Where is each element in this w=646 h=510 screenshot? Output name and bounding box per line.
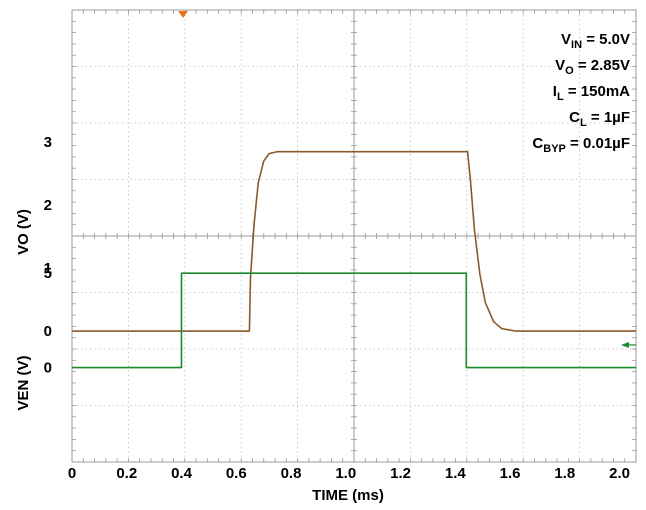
ven-axis-label: VEN (V) bbox=[15, 355, 32, 410]
vo-axis-label: VO (V) bbox=[15, 209, 32, 255]
y-tick-label: 1 bbox=[44, 260, 52, 277]
y-tick-label: 3 bbox=[44, 134, 52, 151]
x-tick-label: 0.6 bbox=[226, 465, 247, 482]
ground-marker-icon bbox=[621, 341, 629, 348]
x-axis-label: TIME (ms) bbox=[312, 487, 384, 504]
traces bbox=[72, 11, 636, 369]
annotation-label: VO = 2.85V bbox=[555, 57, 630, 77]
x-tick-label: 0 bbox=[68, 465, 76, 482]
annotations: VIN = 5.0V VO = 2.85V IL = 150mA CL = 1µF CB… bbox=[532, 31, 630, 155]
y-tick-label: 5 bbox=[44, 265, 52, 282]
x-tick-label: 1.6 bbox=[500, 465, 521, 482]
x-tick-label: 1.8 bbox=[554, 465, 575, 482]
plot-border bbox=[71, 9, 637, 463]
annotation-label: CBYP = 0.01µF bbox=[532, 135, 630, 155]
annotation-label: VIN = 5.0V bbox=[561, 31, 630, 51]
axes: 0 0.2 0.4 0.6 0.8 1.0 1.2 1.4 1.6 1.8 2.0 TIME (ms)… bbox=[15, 134, 630, 504]
x-tick-label: 0.8 bbox=[281, 465, 302, 482]
x-tick-label: 1.4 bbox=[445, 465, 467, 482]
x-tick-label: 1.0 bbox=[335, 465, 356, 482]
y-tick-label: 2 bbox=[44, 197, 52, 214]
annotation-label: IL = 150mA bbox=[553, 83, 630, 103]
grid bbox=[71, 9, 637, 463]
x-tick-label: 2.0 bbox=[609, 465, 630, 482]
x-tick-label: 0.2 bbox=[116, 465, 137, 482]
y-tick-label: 0 bbox=[44, 360, 52, 377]
trigger-marker-icon bbox=[178, 11, 188, 18]
x-tick-label: 0.4 bbox=[171, 465, 193, 482]
ven-trace bbox=[72, 272, 636, 369]
x-tick-label: 1.2 bbox=[390, 465, 411, 482]
y-tick-label: 0 bbox=[44, 323, 52, 340]
annotation-label: CL = 1µF bbox=[569, 109, 630, 129]
vo-trace bbox=[72, 150, 636, 332]
